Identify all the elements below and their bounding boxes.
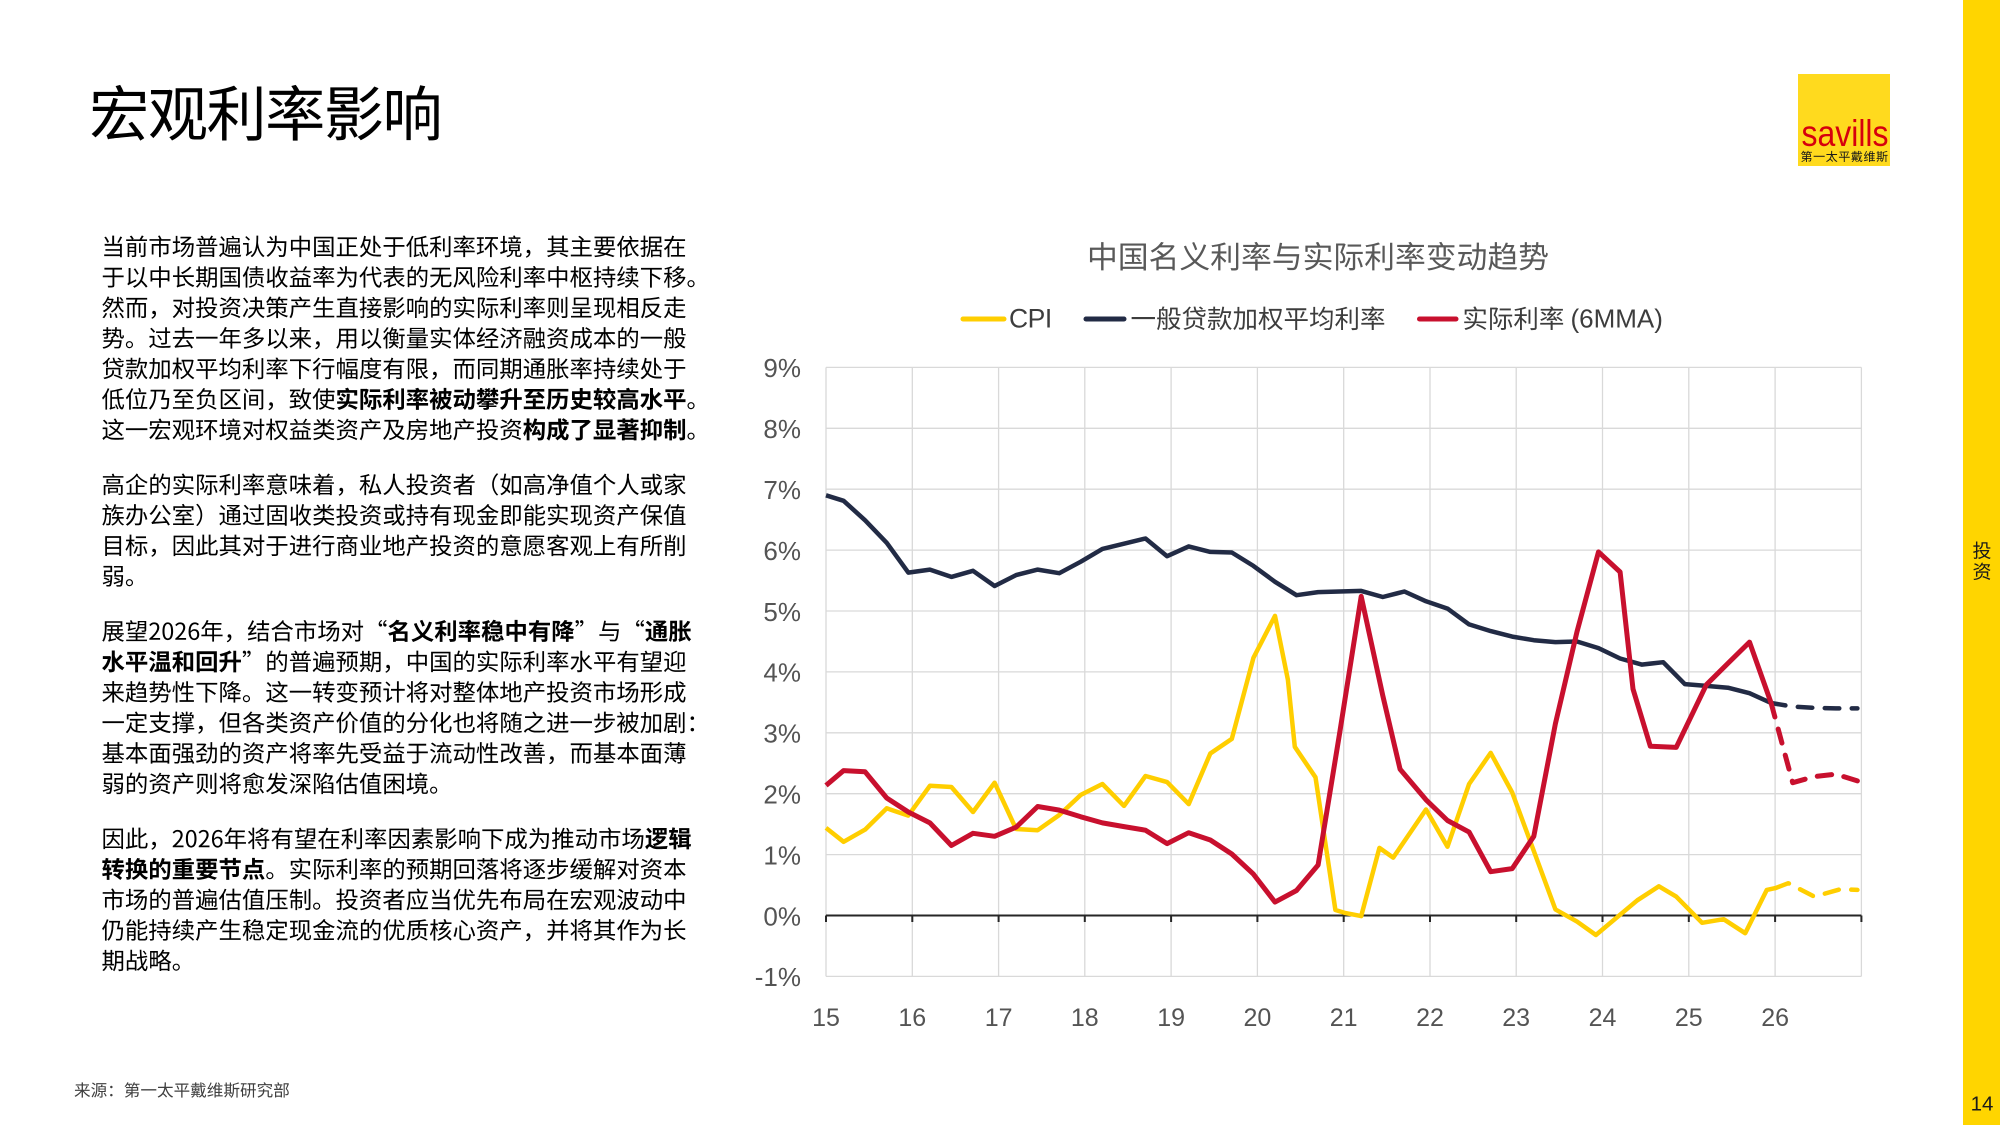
svg-text:21: 21 xyxy=(1330,1004,1358,1032)
svg-text:3%: 3% xyxy=(763,719,801,749)
svg-text:8%: 8% xyxy=(763,414,801,444)
svg-text:(6MMA): (6MMA) xyxy=(1571,304,1663,334)
svg-text:6%: 6% xyxy=(763,536,801,566)
svg-text:7%: 7% xyxy=(763,475,801,505)
svg-text:0%: 0% xyxy=(763,901,801,931)
svg-text:14: 14 xyxy=(1971,1093,1994,1116)
svg-text:4%: 4% xyxy=(763,658,801,688)
svg-text:15: 15 xyxy=(812,1004,840,1032)
svg-text:23: 23 xyxy=(1502,1004,1530,1032)
svg-text:-1%: -1% xyxy=(755,962,801,992)
svg-text:CPI: CPI xyxy=(1009,304,1052,334)
svg-text:20: 20 xyxy=(1243,1004,1271,1032)
svg-text:1%: 1% xyxy=(763,840,801,870)
svg-text:22: 22 xyxy=(1416,1004,1444,1032)
svg-text:2%: 2% xyxy=(763,780,801,810)
svg-text:19: 19 xyxy=(1157,1004,1185,1032)
svg-text:18: 18 xyxy=(1071,1004,1099,1032)
svg-text:5%: 5% xyxy=(763,597,801,627)
svg-text:17: 17 xyxy=(985,1004,1013,1032)
svg-text:savills: savills xyxy=(1802,113,1889,154)
svg-text:16: 16 xyxy=(898,1004,926,1032)
svg-text:25: 25 xyxy=(1675,1004,1703,1032)
svg-text:24: 24 xyxy=(1589,1004,1617,1032)
svg-text:26: 26 xyxy=(1761,1004,1789,1032)
svg-text:9%: 9% xyxy=(763,353,801,383)
